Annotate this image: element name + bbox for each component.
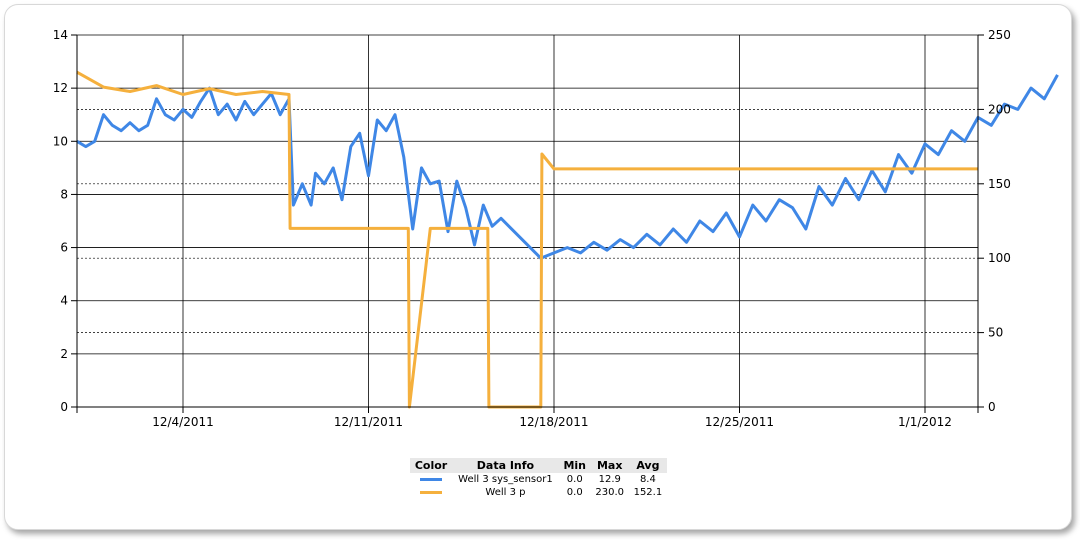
tick-label-left: 0	[60, 400, 68, 414]
legend-swatch-pressure	[420, 490, 443, 494]
legend-info: Well 3 p	[485, 487, 526, 498]
series-line-pressure	[76, 70, 978, 409]
tick-label-left: 6	[60, 241, 68, 255]
legend-row: Well 3 p 0.0 230.0 152.1	[410, 486, 667, 499]
tick-label-right: 0	[988, 400, 996, 414]
legend-avg: 8.4	[639, 474, 656, 485]
legend-max: 12.9	[598, 474, 621, 485]
series-layer	[76, 70, 1059, 409]
tick-label-right: 150	[988, 177, 1011, 191]
tick-label-x: 12/18/2011	[519, 415, 588, 429]
legend-header-avg: Avg	[628, 458, 667, 473]
tick-label-right: 250	[988, 28, 1011, 42]
legend-header-max: Max	[590, 458, 629, 473]
tick-label-left: 2	[60, 347, 68, 361]
legend-swatch-sensor	[420, 477, 443, 481]
legend-header-min: Min	[558, 458, 591, 473]
legend-row: Well 3 sys_sensor1 0.0 12.9 8.4	[410, 473, 667, 486]
tick-label-x: 1/1/2012	[898, 415, 952, 429]
legend: Color Data Info Min Max Avg Well 3 sys_s…	[410, 458, 667, 499]
series-line-sensor	[76, 74, 1059, 260]
chart-frame	[4, 4, 1072, 530]
legend-max: 230.0	[595, 487, 625, 498]
tick-label-right: 200	[988, 102, 1011, 116]
legend-header-info: Data Info	[452, 458, 559, 473]
axes: 0 2 4 6 8 10 12 14 0 50 100 150 200 250 12/4/2011 12/11…	[53, 28, 1011, 429]
tick-label-left: 8	[60, 187, 68, 201]
tick-label-x: 12/11/2011	[334, 415, 403, 429]
tick-label-right: 100	[988, 251, 1011, 265]
tick-label-right: 50	[988, 326, 1003, 340]
tick-label-x: 12/4/2011	[152, 415, 214, 429]
tick-label-left: 4	[60, 294, 68, 308]
legend-avg: 152.1	[633, 487, 663, 498]
tick-label-x: 12/25/2011	[705, 415, 774, 429]
tick-label-left: 12	[53, 81, 68, 95]
legend-min: 0.0	[566, 474, 583, 485]
legend-info: Well 3 sys_sensor1	[458, 474, 553, 485]
tick-label-left: 14	[53, 28, 68, 42]
tick-label-left: 10	[53, 134, 68, 148]
grid	[77, 34, 978, 408]
legend-header-color: Color	[410, 458, 453, 473]
legend-table: Color Data Info Min Max Avg Well 3 sys_s…	[410, 458, 667, 499]
legend-min: 0.0	[566, 487, 583, 498]
